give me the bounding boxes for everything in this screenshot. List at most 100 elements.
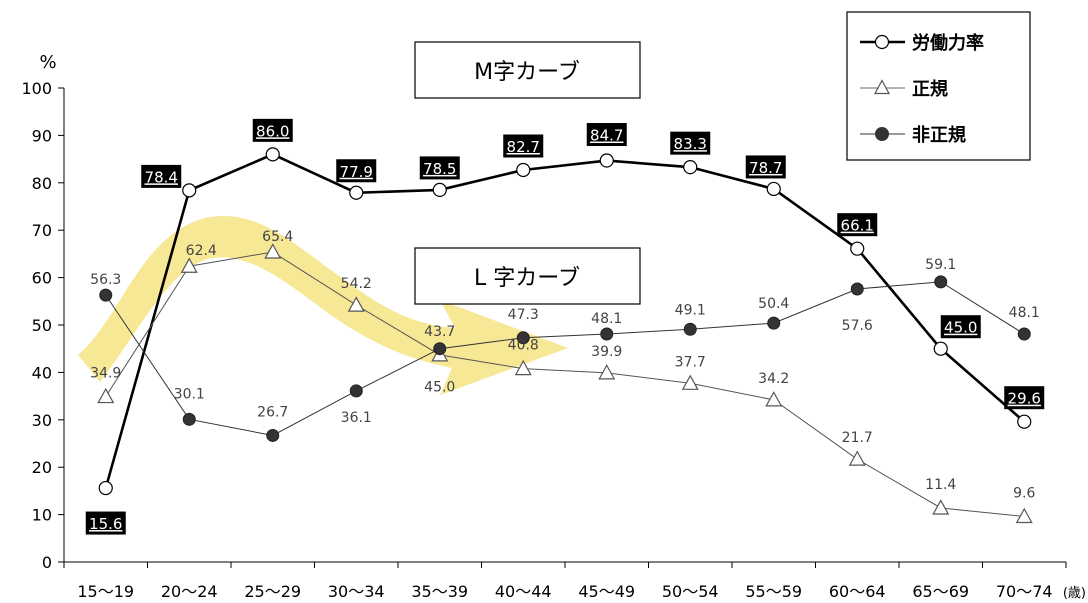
data-point — [99, 288, 113, 302]
data-point — [933, 341, 948, 356]
data-point — [349, 185, 364, 200]
data-label-box — [670, 131, 711, 155]
x-tick-label: 65～69 — [912, 582, 969, 601]
data-point — [932, 499, 950, 515]
data-label: 30.1 — [174, 386, 205, 402]
data-point — [934, 275, 948, 289]
series-markers — [97, 147, 1033, 524]
data-point — [1017, 414, 1032, 429]
series-line — [105, 281, 1025, 436]
y-tick-label: 20 — [32, 458, 52, 477]
data-label: 43.7 — [424, 324, 455, 340]
series-lines — [104, 152, 1026, 517]
data-label: 57.6 — [842, 318, 873, 334]
data-point — [850, 282, 864, 296]
data-label: 65.4 — [262, 229, 293, 245]
data-point — [97, 387, 115, 404]
data-label: 78.5 — [423, 160, 456, 178]
series-line — [104, 152, 1026, 489]
data-label: 37.7 — [675, 354, 706, 370]
axes: 0 10 20 30 40 50 60 70 80 90 100 15～19 20～24 25～29 30～… — [21, 52, 1086, 601]
data-label-box — [85, 511, 126, 535]
data-point — [766, 181, 781, 197]
data-label: 62.4 — [186, 243, 217, 259]
data-label: 86.0 — [256, 122, 289, 140]
legend-item-labor: 労働力率 — [860, 32, 984, 54]
data-label-box — [586, 123, 627, 147]
data-point — [516, 162, 531, 178]
data-label: 77.9 — [340, 163, 373, 181]
data-label: 56.3 — [90, 272, 121, 288]
data-label: 15.6 — [89, 515, 122, 533]
data-label-box — [940, 315, 981, 339]
y-tick-label: 60 — [32, 269, 52, 288]
x-tick-label: 60～64 — [829, 582, 886, 601]
annotation-l-box — [414, 247, 641, 305]
data-point — [850, 241, 865, 256]
annotation-l-curve: L 字カーブ — [414, 247, 641, 305]
data-point — [516, 331, 530, 345]
data-point — [1015, 507, 1033, 524]
data-label: 21.7 — [842, 430, 873, 446]
data-point — [765, 391, 783, 407]
data-labels: 15.6 78.4 86.0 77.9 78.5 82.7 84.7 83.3 78.7 66.1… — [85, 118, 1045, 535]
x-tick-label: 30～34 — [328, 582, 385, 601]
legend: 労働力率 正規 非正規 — [846, 11, 1031, 161]
data-label: 54.2 — [341, 276, 372, 292]
x-tick-label: 20～24 — [161, 582, 218, 601]
data-point — [599, 153, 614, 168]
data-label: 47.3 — [508, 307, 539, 323]
data-label: 83.3 — [674, 135, 707, 153]
x-tick-label: 35～39 — [411, 582, 468, 601]
y-tick-label: 50 — [32, 316, 52, 335]
data-point — [182, 412, 196, 426]
y-tick-label: 40 — [32, 363, 52, 382]
data-label: 45.0 — [944, 319, 977, 337]
data-label: 78.7 — [749, 159, 782, 177]
y-tick-label: 30 — [32, 411, 52, 430]
data-label: 39.9 — [591, 344, 622, 360]
legend-open-circle-icon — [874, 34, 890, 50]
y-tick-label: 100 — [21, 79, 52, 98]
data-point — [349, 384, 363, 398]
data-point — [1017, 327, 1031, 341]
data-label: 40.8 — [508, 338, 539, 354]
y-tick-label: 70 — [32, 221, 52, 240]
data-label: 48.1 — [1009, 305, 1040, 321]
data-point — [265, 147, 280, 162]
legend-triangle-icon — [873, 79, 891, 95]
x-tick-label: 40～44 — [495, 582, 552, 601]
highlight-arrow-layer — [78, 215, 568, 395]
x-tick-label: 25～29 — [244, 582, 301, 601]
data-point — [433, 342, 447, 356]
data-label: 45.0 — [424, 380, 455, 396]
y-tick-label: 0 — [42, 553, 52, 572]
data-label-box — [336, 159, 377, 183]
data-label: 11.4 — [925, 477, 956, 493]
data-point — [600, 327, 614, 341]
x-tick-label: 50～54 — [662, 582, 719, 601]
data-point — [514, 359, 532, 376]
data-label: 50.4 — [758, 296, 789, 312]
legend-label: 労働力率 — [912, 32, 984, 54]
legend-item-regular: 正規 — [860, 79, 948, 100]
y-tick-label: 10 — [32, 506, 52, 525]
data-label-box — [141, 164, 182, 188]
data-point — [347, 296, 365, 312]
data-label: 82.7 — [507, 138, 540, 156]
data-label-box — [503, 134, 544, 158]
data-label: 59.1 — [925, 257, 956, 273]
x-tick-label: 70～74 — [996, 582, 1053, 601]
data-point — [767, 316, 781, 330]
legend-item-nonregular: 非正規 — [860, 124, 966, 146]
data-point — [264, 243, 282, 259]
y-axis-label: % — [39, 52, 56, 73]
data-point — [182, 183, 197, 198]
data-point — [598, 364, 616, 380]
x-tick-label: 15～19 — [77, 582, 134, 601]
data-label: 78.4 — [145, 168, 178, 186]
data-label-box — [1004, 386, 1045, 410]
data-point — [848, 450, 866, 466]
data-point — [683, 322, 697, 336]
